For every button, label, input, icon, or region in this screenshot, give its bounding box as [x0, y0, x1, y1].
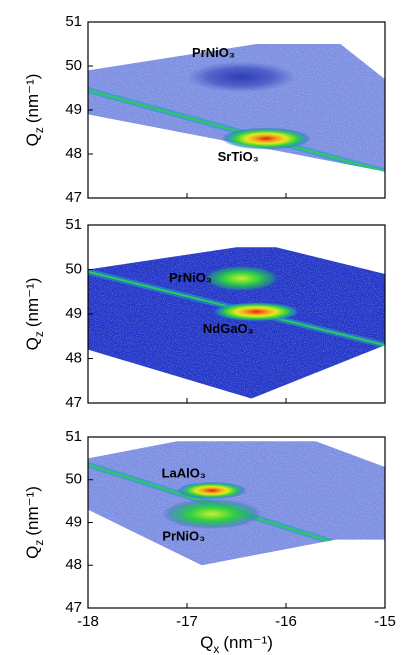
y-tick-label: 50: [65, 260, 82, 277]
x-tick-label: -16: [275, 613, 297, 630]
y-tick-label: 51: [65, 216, 82, 233]
peak-label: PrNiO₃: [192, 45, 235, 60]
y-tick-label: 49: [65, 101, 82, 118]
x-tick-label: -15: [374, 613, 396, 630]
axis-label-unit: (nm⁻¹): [223, 633, 273, 652]
y-tick-label: 47: [65, 394, 82, 411]
peak-label: PrNiO₃: [162, 528, 205, 543]
y-tick-label: 50: [65, 471, 82, 488]
x-tick-label: -17: [176, 613, 198, 630]
y-tick-label: 50: [65, 57, 82, 74]
peak-label: LaAlO₃: [162, 465, 206, 480]
peak: [177, 481, 247, 499]
axis-label-symbol: Q: [23, 337, 42, 350]
peak: [162, 498, 262, 529]
axis-label-subscript: z: [32, 540, 46, 546]
speckle: [88, 44, 385, 172]
x-tick-label: -18: [77, 613, 99, 630]
peak: [221, 127, 311, 150]
axis-label: Qx (nm⁻¹): [200, 633, 273, 655]
y-tick-label: 49: [65, 513, 82, 530]
axis-label-unit: (nm⁻¹): [23, 486, 42, 536]
axis-label: Qz (nm⁻¹): [23, 278, 46, 351]
axis-label-symbol: Q: [200, 633, 213, 652]
peak: [211, 301, 301, 322]
peak-label: NdGaO₃: [203, 321, 254, 336]
peak: [201, 265, 282, 292]
axis-label: Qz (nm⁻¹): [23, 74, 46, 147]
peak-label: PrNiO₃: [169, 270, 212, 285]
y-tick-label: 48: [65, 349, 82, 366]
y-tick-label: 47: [65, 189, 82, 206]
y-tick-label: 51: [65, 428, 82, 445]
peak: [187, 61, 296, 93]
axis-label: Qz (nm⁻¹): [23, 486, 46, 559]
axis-label-unit: (nm⁻¹): [23, 278, 42, 328]
axis-label-subscript: z: [32, 127, 46, 133]
y-tick-label: 48: [65, 145, 82, 162]
y-tick-label: 47: [65, 599, 82, 616]
axis-label-unit: (nm⁻¹): [23, 74, 42, 124]
y-tick-label: 51: [65, 13, 82, 30]
peak-label: SrTiO₃: [218, 149, 259, 164]
y-tick-label: 49: [65, 305, 82, 322]
y-tick-label: 48: [65, 556, 82, 573]
axis-label-symbol: Q: [23, 546, 42, 559]
axis-label-subscript: x: [213, 642, 219, 655]
axis-label-symbol: Q: [23, 133, 42, 146]
axis-label-subscript: z: [32, 331, 46, 337]
